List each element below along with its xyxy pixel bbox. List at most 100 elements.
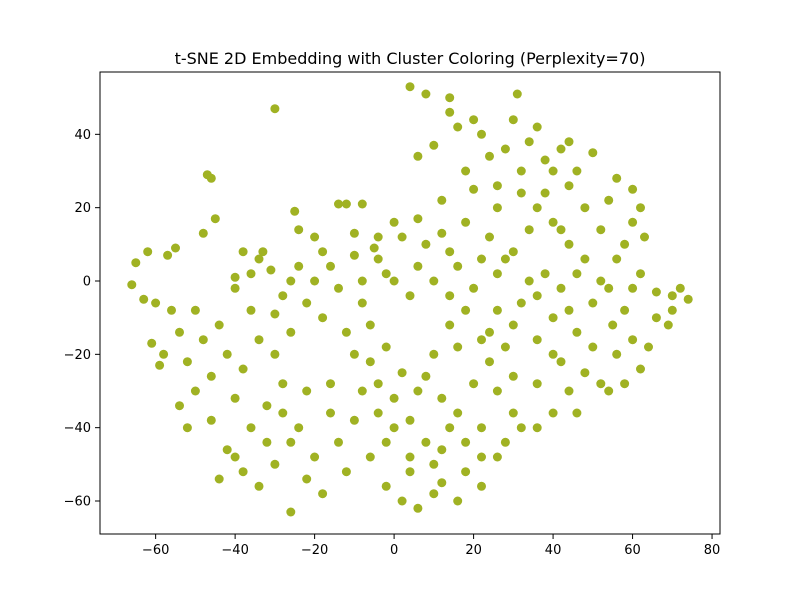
data-point [556,225,566,235]
data-point [540,155,550,165]
data-point [238,247,248,257]
data-point [572,408,582,418]
data-point [620,305,630,315]
data-point [445,320,455,330]
data-point [413,386,423,396]
data-point [461,166,471,176]
data-point [230,393,240,403]
data-point [548,349,558,359]
data-point [262,437,272,447]
data-point [405,291,415,301]
points-layer [127,82,693,517]
data-point [477,129,486,139]
data-point [206,371,216,381]
data-point [190,386,200,396]
data-point [628,283,638,293]
data-point [564,305,574,315]
data-point [492,181,502,191]
data-point [365,320,375,330]
data-point [155,360,165,370]
y-tick-label: −60 [64,495,91,510]
data-point [608,320,618,330]
y-tick-label: 20 [74,201,91,216]
data-point [516,166,526,176]
data-point [214,320,224,330]
data-point [365,452,375,462]
data-point [512,89,522,99]
data-point [636,269,645,279]
data-point [469,184,479,194]
data-point [357,276,367,286]
data-point [663,320,673,330]
data-point [628,184,638,194]
data-point [453,496,463,506]
data-point [210,214,220,224]
y-tick-label: 0 [83,275,91,290]
data-point [477,423,486,433]
data-point [286,276,296,286]
data-point [485,151,494,161]
data-point [492,269,502,279]
data-point [516,298,526,308]
data-point [198,335,208,345]
data-point [286,327,296,337]
data-point [230,272,240,282]
data-point [429,276,439,286]
data-point [492,305,502,315]
data-point [421,89,431,99]
data-point [286,437,296,447]
data-point [246,269,256,279]
data-point [381,437,391,447]
data-point [636,203,645,213]
data-point [532,335,542,345]
y-tick-label: −40 [64,421,91,436]
x-tick-label: −20 [301,543,328,558]
data-point [564,181,574,191]
data-point [413,214,423,224]
data-point [437,393,447,403]
data-point [397,232,407,242]
data-point [500,437,510,447]
data-point [413,151,423,161]
data-point [461,217,471,227]
data-point [445,107,455,117]
data-point [453,122,463,132]
data-point [485,357,494,367]
data-point [405,82,415,92]
y-axis: 40 20 0 −20 −40 −60 [64,128,100,510]
data-point [548,217,558,227]
data-point [675,283,685,293]
data-point [437,228,447,238]
data-point [171,243,180,253]
data-point [175,401,184,411]
data-point [532,122,542,132]
data-point [163,250,173,260]
chart-title: t-SNE 2D Embedding with Cluster Coloring… [175,49,646,68]
data-point [278,291,288,301]
data-point [540,188,550,198]
data-point [580,254,590,264]
data-point [270,104,280,114]
data-point [564,239,574,249]
data-point [461,467,471,477]
data-point [214,474,224,484]
data-point [167,305,176,315]
data-point [326,379,335,389]
data-point [246,423,256,433]
data-point [492,452,502,462]
data-point [612,254,622,264]
data-point [580,368,590,378]
data-point [628,335,638,345]
data-point [640,232,649,242]
x-axis: −60 −40 −20 0 20 40 60 80 [142,534,720,558]
data-point [405,415,415,425]
data-point [182,357,192,367]
data-point [461,437,471,447]
data-point [373,379,383,389]
data-point [532,423,542,433]
data-point [651,287,661,297]
data-point [222,445,232,455]
data-point [389,423,399,433]
data-point [238,467,248,477]
data-point [159,349,169,359]
